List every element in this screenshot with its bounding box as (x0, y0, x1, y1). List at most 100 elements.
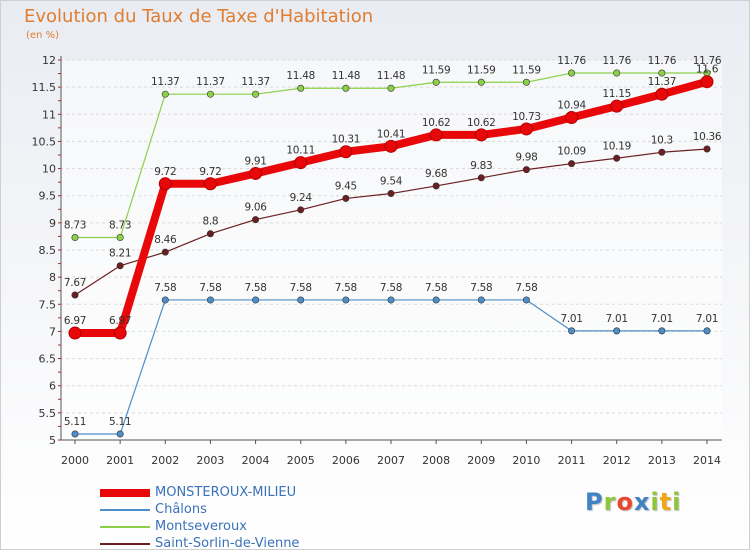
chart-title: Evolution du Taux de Taxe d'Habitation (24, 6, 374, 27)
data-point (387, 84, 395, 92)
data-point (474, 128, 488, 142)
data-label: 9.24 (290, 192, 313, 204)
data-point (252, 216, 260, 224)
data-label: 11.37 (241, 76, 270, 88)
data-label: 7.01 (696, 313, 718, 325)
data-point (158, 177, 172, 191)
data-point (339, 145, 353, 159)
data-point (71, 234, 79, 242)
logo-letter: x (633, 488, 651, 516)
data-point (387, 190, 395, 198)
y-tick-label: 11.5 (32, 81, 57, 94)
data-point (565, 111, 579, 125)
data-point (658, 148, 666, 156)
data-label: 7.58 (515, 282, 537, 294)
data-point (161, 296, 169, 304)
data-label: 5.11 (64, 416, 86, 428)
data-point (568, 327, 576, 335)
x-tick-label: 2003 (196, 454, 224, 467)
data-label: 7.58 (425, 282, 447, 294)
y-tick-label: 5 (49, 434, 56, 447)
data-point (658, 327, 666, 335)
x-tick-label: 2007 (377, 454, 405, 467)
y-tick-label: 5.5 (39, 407, 57, 420)
data-point (432, 78, 440, 86)
y-tick-label: 10.5 (32, 135, 57, 148)
data-point (116, 234, 124, 242)
data-label: 9.72 (154, 166, 176, 178)
x-tick-label: 2004 (242, 454, 270, 467)
data-label: 7.58 (335, 282, 357, 294)
data-point (522, 166, 530, 174)
data-label: 9.72 (199, 166, 221, 178)
data-point (206, 230, 214, 238)
data-point (432, 182, 440, 190)
data-point (429, 128, 443, 142)
legend-label-saint-sorlin: Saint-Sorlin-de-Vienne (155, 536, 300, 551)
y-tick-label: 8 (49, 271, 56, 284)
x-tick-label: 2002 (151, 454, 179, 467)
data-label: 11.15 (602, 88, 631, 100)
data-point (613, 327, 621, 335)
legend-label-monsteroux: MONSTEROUX-MILIEU (155, 485, 297, 500)
data-label: 10.41 (377, 128, 406, 140)
logo-letter: o (616, 488, 634, 516)
x-tick-label: 2001 (106, 454, 134, 467)
data-label: 11.76 (693, 55, 722, 67)
y-axis-unit-label: (en %) (26, 30, 59, 41)
x-tick-label: 2011 (558, 454, 586, 467)
legend-swatch-monsteroux (100, 489, 150, 497)
data-label: 11.37 (196, 76, 225, 88)
data-label: 10.36 (693, 131, 722, 143)
data-label: 11.76 (648, 55, 677, 67)
proxiti-logo: Proxiti (585, 488, 681, 516)
data-label: 7.01 (651, 313, 673, 325)
logo-letter: i (650, 488, 660, 516)
data-label: 11.59 (467, 64, 496, 76)
data-label: 10.11 (286, 145, 315, 157)
data-point (297, 296, 305, 304)
data-point (568, 69, 576, 77)
data-point (477, 78, 485, 86)
data-point (342, 194, 350, 202)
y-tick-label: 6 (49, 380, 56, 393)
data-label: 11.76 (557, 55, 586, 67)
x-tick-label: 2005 (287, 454, 315, 467)
data-label: 7.58 (290, 282, 312, 294)
data-point (297, 206, 305, 214)
data-label: 8.21 (109, 248, 131, 260)
data-point (342, 296, 350, 304)
data-point (522, 296, 530, 304)
data-point (519, 122, 533, 136)
data-label: 10.62 (467, 117, 496, 129)
data-label: 11.59 (422, 64, 451, 76)
data-label: 7.58 (244, 282, 266, 294)
data-point (613, 154, 621, 162)
data-point (522, 78, 530, 86)
data-point (703, 327, 711, 335)
data-point (297, 84, 305, 92)
data-label: 10.09 (557, 146, 586, 158)
x-tick-label: 2014 (693, 454, 721, 467)
data-point (432, 296, 440, 304)
data-label: 11.37 (648, 76, 677, 88)
x-tick-label: 2012 (603, 454, 631, 467)
legend-swatch-chalons (100, 509, 150, 511)
data-point (387, 296, 395, 304)
data-point (700, 75, 714, 89)
data-label: 8.73 (64, 220, 86, 232)
x-tick-label: 2006 (332, 454, 360, 467)
y-tick-label: 12 (42, 54, 56, 67)
data-label: 9.54 (380, 176, 403, 188)
data-point (658, 69, 666, 77)
data-label: 10.62 (422, 117, 451, 129)
data-label: 9.68 (425, 168, 447, 180)
data-label: 10.73 (512, 111, 541, 123)
y-tick-label: 9 (49, 217, 56, 230)
data-point (206, 296, 214, 304)
data-label: 11.48 (286, 70, 315, 82)
data-label: 9.06 (244, 202, 267, 214)
y-tick-label: 9.5 (39, 190, 57, 203)
data-label: 9.98 (515, 152, 537, 164)
data-label: 11.59 (512, 64, 541, 76)
